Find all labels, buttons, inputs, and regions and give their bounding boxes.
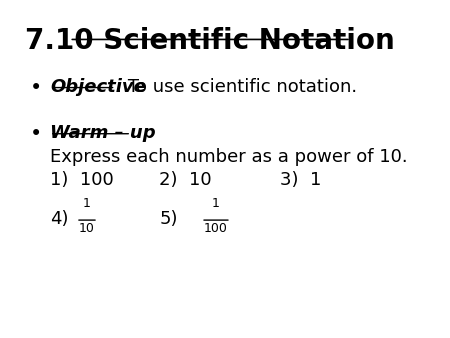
Text: 1: 1 [83, 197, 91, 210]
Text: 1)  100: 1) 100 [50, 171, 113, 189]
Text: 1: 1 [212, 197, 220, 210]
Text: 4): 4) [50, 210, 68, 228]
Text: Objective: Objective [50, 78, 146, 96]
Text: : To use scientific notation.: : To use scientific notation. [116, 78, 357, 96]
Text: 5): 5) [159, 210, 178, 228]
Text: 10: 10 [79, 222, 95, 235]
Text: 2)  10: 2) 10 [159, 171, 212, 189]
Text: Express each number as a power of 10.: Express each number as a power of 10. [50, 148, 407, 166]
Text: :: : [131, 124, 137, 143]
Text: Warm – up: Warm – up [50, 124, 155, 143]
Text: •: • [30, 124, 43, 145]
Text: 100: 100 [204, 222, 228, 235]
Text: •: • [30, 78, 43, 98]
Text: 3)  1: 3) 1 [280, 171, 322, 189]
Text: 7.10 Scientific Notation: 7.10 Scientific Notation [25, 27, 395, 55]
